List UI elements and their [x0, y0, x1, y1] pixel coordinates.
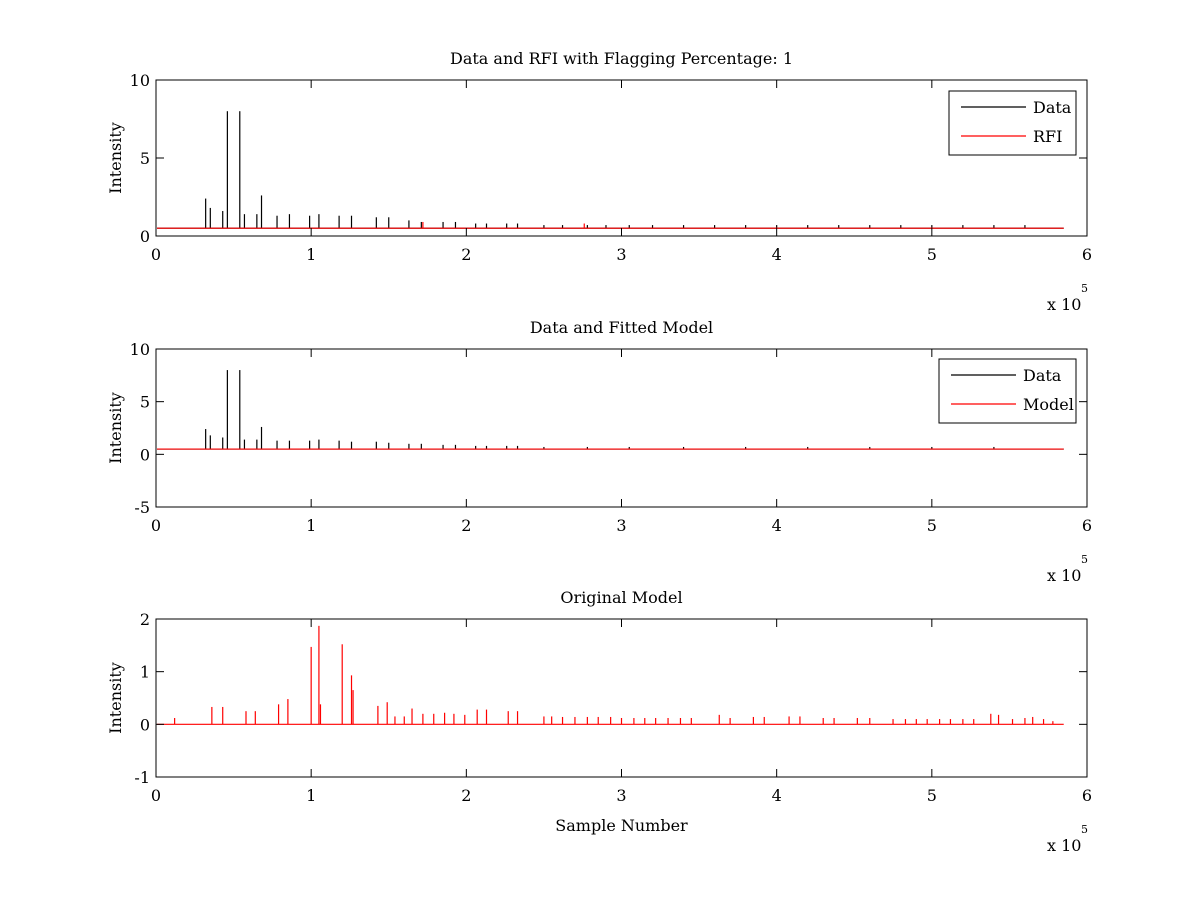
legend: Data Model: [938, 358, 1077, 424]
legend-entry: Data: [1033, 98, 1072, 117]
axes-box: [155, 618, 1088, 778]
x-tick-label: 3: [616, 245, 626, 264]
y-tick-label: 10: [130, 340, 150, 359]
legend-box: [948, 90, 1077, 156]
x-multiplier-exponent: 5: [1081, 553, 1088, 566]
x-axis-label: Sample Number: [555, 816, 688, 835]
x-tick-label: 2: [461, 516, 471, 535]
x-tick-label: 1: [306, 516, 316, 535]
plot-area: [157, 625, 1064, 725]
x-multiplier-label: x 10: [1047, 836, 1081, 855]
x-tick-label: 2: [461, 245, 471, 264]
y-axis-label: Intensity: [106, 392, 125, 464]
x-tick-label: 0: [151, 245, 161, 264]
chart-title: Data and Fitted Model: [530, 318, 713, 337]
y-tick-label: 2: [140, 610, 150, 629]
series-data: [157, 111, 1064, 229]
x-tick-label: 0: [151, 516, 161, 535]
series-data: [157, 370, 1064, 450]
legend: Data RFI: [948, 90, 1077, 156]
plot-area: [157, 370, 1064, 450]
y-tick-label: 5: [140, 393, 150, 412]
x-tick-label: 5: [927, 786, 937, 805]
x-tick-label: 0: [151, 786, 161, 805]
x-tick-label: 5: [927, 245, 937, 264]
series-rfi: [157, 221, 1064, 229]
series-model: [157, 625, 1064, 725]
x-multiplier-label: x 10: [1047, 295, 1081, 314]
legend-entry: Model: [1023, 395, 1074, 414]
x-tick-label: 4: [772, 516, 782, 535]
x-tick-label: 5: [927, 516, 937, 535]
x-tick-label: 3: [616, 786, 626, 805]
axes-box: [155, 79, 1088, 237]
x-tick-label: 4: [772, 786, 782, 805]
y-tick-label: 0: [140, 227, 150, 246]
chart-title: Data and RFI with Flagging Percentage: 1: [450, 49, 793, 68]
x-multiplier-exponent: 5: [1081, 282, 1088, 295]
legend-entry: RFI: [1033, 127, 1062, 146]
y-tick-label: 5: [140, 149, 150, 168]
chart-panel-1: Data and RFI with Flagging Percentage: 1…: [106, 49, 1092, 314]
x-multiplier-exponent: 5: [1081, 823, 1088, 836]
x-tick-label: 2: [461, 786, 471, 805]
x-tick-label: 1: [306, 245, 316, 264]
y-tick-label: 1: [140, 663, 150, 682]
plot-area: [157, 111, 1064, 229]
x-multiplier-label: x 10: [1047, 566, 1081, 585]
x-tick-label: 6: [1082, 245, 1092, 264]
y-tick-label: 0: [140, 715, 150, 734]
y-tick-label: 0: [140, 445, 150, 464]
y-tick-label: 10: [130, 71, 150, 90]
legend-box: [938, 358, 1077, 424]
legend-entry: Data: [1023, 366, 1062, 385]
chart-title: Original Model: [560, 588, 682, 607]
x-tick-label: 4: [772, 245, 782, 264]
x-tick-label: 6: [1082, 516, 1092, 535]
x-tick-label: 6: [1082, 786, 1092, 805]
y-axis-label: Intensity: [106, 662, 125, 734]
x-tick-label: 3: [616, 516, 626, 535]
x-tick-label: 1: [306, 786, 316, 805]
y-tick-label: -1: [134, 768, 150, 787]
y-axis-label: Intensity: [106, 122, 125, 194]
y-tick-label: -5: [134, 498, 150, 517]
